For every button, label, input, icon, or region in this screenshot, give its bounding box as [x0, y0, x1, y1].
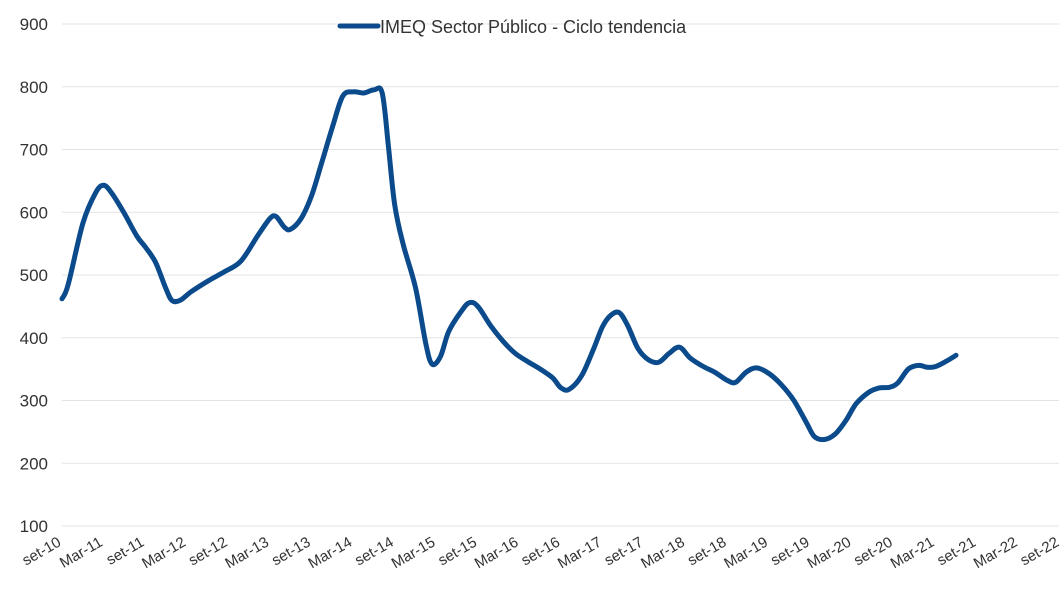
x-tick-label: set-13 — [269, 534, 314, 570]
x-tick-label: Mar-22 — [971, 534, 1021, 572]
x-tick-label: set-14 — [352, 534, 397, 570]
legend: IMEQ Sector Público - Ciclo tendencia — [337, 17, 687, 37]
y-tick-label: 300 — [20, 392, 48, 411]
x-tick-label: set-21 — [934, 534, 979, 570]
x-tick-label: set-20 — [851, 534, 896, 570]
x-tick-label: set-22 — [1017, 534, 1062, 570]
x-tick-label: set-10 — [19, 534, 64, 570]
y-tick-label: 700 — [20, 141, 48, 160]
series-layer — [59, 85, 959, 443]
x-tick-label: Mar-13 — [222, 534, 272, 572]
x-tick-label: Mar-12 — [139, 534, 189, 572]
x-tick-label: Mar-11 — [57, 534, 106, 572]
x-tick-label: set-18 — [685, 534, 730, 570]
series-line-0 — [59, 85, 959, 443]
x-tick-label: Mar-21 — [888, 534, 938, 572]
x-axis-ticks: set-10Mar-11set-11Mar-12set-12Mar-13set-… — [19, 534, 1062, 572]
x-tick-label: set-12 — [186, 534, 231, 570]
x-tick-label: set-17 — [602, 534, 647, 570]
gridlines — [62, 23, 1059, 527]
y-tick-label: 600 — [20, 203, 48, 222]
x-tick-label: set-19 — [768, 534, 813, 570]
x-tick-label: Mar-17 — [555, 534, 605, 572]
y-tick-label: 900 — [20, 15, 48, 34]
x-tick-label: Mar-14 — [305, 534, 355, 572]
x-tick-label: Mar-20 — [804, 534, 854, 572]
y-tick-label: 200 — [20, 454, 48, 473]
y-tick-label: 400 — [20, 329, 48, 348]
x-tick-label: set-15 — [435, 534, 480, 570]
x-tick-label: Mar-19 — [721, 534, 771, 572]
x-tick-label: set-11 — [104, 534, 148, 569]
legend-label: IMEQ Sector Público - Ciclo tendencia — [380, 17, 687, 37]
x-tick-label: set-16 — [518, 534, 563, 570]
y-tick-label: 800 — [20, 78, 48, 97]
x-tick-label: Mar-18 — [638, 534, 688, 572]
y-tick-label: 100 — [20, 517, 48, 536]
x-tick-label: Mar-16 — [472, 534, 522, 572]
y-axis-ticks: 100 200 300 400 500 600 700 800 900 — [20, 15, 48, 536]
x-tick-label: Mar-15 — [389, 534, 439, 572]
y-tick-label: 500 — [20, 266, 48, 285]
